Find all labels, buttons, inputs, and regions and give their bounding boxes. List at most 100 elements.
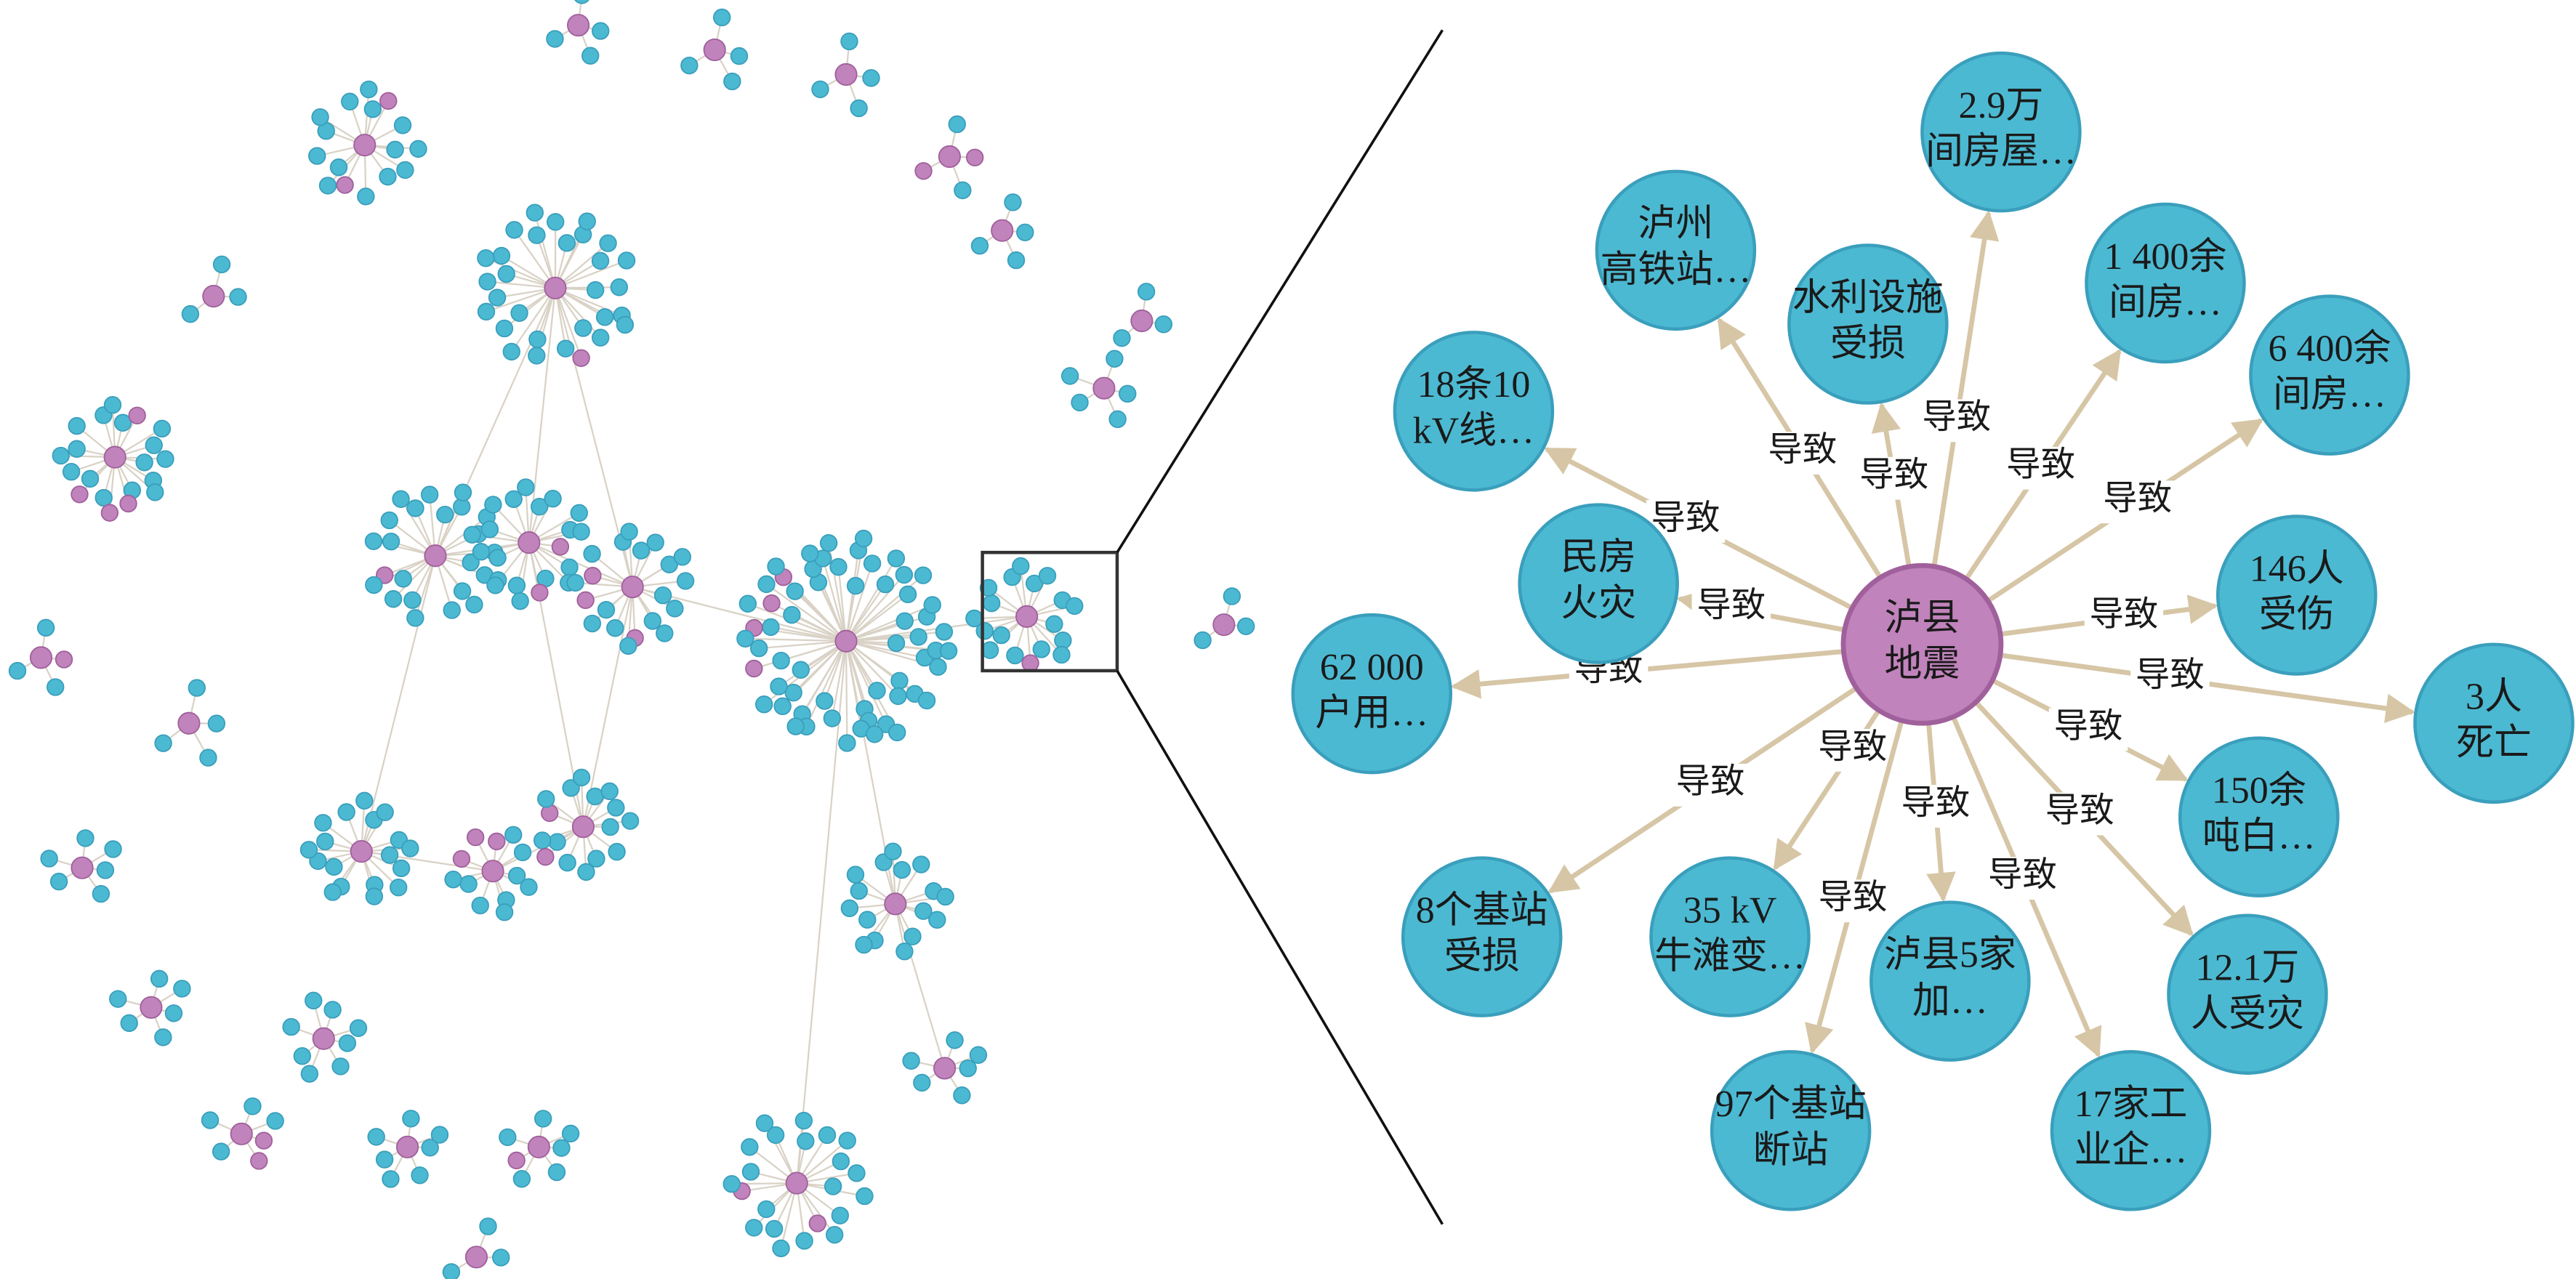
- overview-node: [597, 600, 616, 619]
- overview-node: [120, 1014, 138, 1033]
- overview-edge: [822, 558, 848, 642]
- overview-edge: [765, 583, 847, 642]
- overview-edge: [845, 574, 905, 642]
- node-label: 3人死亡: [2456, 677, 2532, 764]
- overview-node: [466, 828, 485, 847]
- node-label-line: 受伤: [2259, 594, 2335, 636]
- overview-node: [76, 829, 94, 847]
- overview-node: [895, 942, 914, 961]
- overview-node: [601, 818, 619, 836]
- overview-node: [895, 612, 914, 630]
- overview-node: [364, 532, 383, 550]
- overview-node: [392, 859, 411, 878]
- edge-label: 导致: [1901, 784, 1970, 822]
- overview-node: [572, 768, 591, 787]
- overview-node: [646, 533, 664, 552]
- overview-node: [409, 140, 427, 158]
- overview-node: [819, 534, 838, 552]
- overview-node: [929, 658, 947, 676]
- overview-node: [854, 529, 873, 548]
- center-label: 泸县地震: [1884, 597, 1960, 685]
- overview-node: [103, 396, 122, 414]
- overview-node: [606, 619, 624, 637]
- overview-node: [329, 158, 348, 177]
- node-label-line: 间房…: [2109, 282, 2222, 323]
- center-label-line: 泸县: [1884, 597, 1960, 639]
- edge-label-bg: [1854, 456, 1934, 500]
- overview-hub: [29, 646, 53, 669]
- overview-node: [360, 80, 378, 99]
- overview-node: [436, 505, 454, 524]
- overview-node: [396, 161, 414, 179]
- overview-edge: [555, 242, 609, 289]
- overview-hub: [566, 14, 590, 37]
- overview-node: [526, 203, 544, 222]
- overview-node: [305, 991, 323, 1010]
- overview-edge: [831, 641, 848, 719]
- overview-hub: [1092, 376, 1116, 400]
- overview-node: [1236, 617, 1255, 635]
- overview-node: [595, 308, 614, 326]
- overview-node: [325, 858, 343, 876]
- edge-label-bg: [1813, 879, 1893, 923]
- overview-node: [954, 181, 972, 200]
- zoom-box: [981, 550, 1119, 673]
- overview-node: [367, 1128, 385, 1146]
- overview-node: [472, 543, 491, 561]
- overview-node: [680, 56, 699, 75]
- overview-node: [146, 483, 164, 501]
- overview-node: [713, 8, 731, 27]
- edge-label-bg: [1917, 399, 1997, 443]
- overview-node: [465, 595, 483, 614]
- overview-hub: [71, 856, 94, 879]
- overview-node: [444, 870, 462, 889]
- overview-node: [229, 288, 247, 306]
- overview-node: [357, 187, 375, 206]
- overview-node: [380, 846, 399, 864]
- overview-node: [135, 453, 153, 472]
- overview-node: [619, 637, 637, 655]
- overview-node: [741, 1138, 759, 1156]
- overview-node: [794, 1111, 813, 1130]
- node-label-line: 间房…: [2273, 374, 2386, 416]
- overview-node: [1106, 350, 1124, 368]
- overview-node: [512, 1170, 531, 1188]
- overview-node: [1071, 393, 1089, 412]
- overview-node: [762, 618, 780, 637]
- overview-node: [100, 504, 119, 522]
- overview-node: [558, 234, 576, 252]
- overview-node: [1016, 223, 1034, 242]
- overview-node: [676, 572, 695, 590]
- overview-node: [477, 249, 495, 267]
- overview-node: [145, 436, 163, 454]
- overview-node: [850, 99, 868, 118]
- overview-node: [453, 582, 472, 600]
- edge-label: 导致: [1768, 431, 1837, 469]
- overview-node: [823, 709, 842, 727]
- overview-node: [544, 490, 562, 508]
- overview-node: [484, 496, 502, 514]
- node-label: 12.1万人受灾: [2191, 947, 2304, 1034]
- overview-node: [898, 585, 917, 604]
- overview-node: [299, 841, 318, 859]
- overview-node: [401, 839, 419, 858]
- overview-hub: [544, 276, 567, 299]
- overview-node: [829, 557, 848, 576]
- overview-hub: [991, 219, 1014, 242]
- overview-node: [406, 609, 424, 627]
- overview-node: [767, 557, 785, 576]
- overview-node: [574, 319, 592, 337]
- overview-node: [981, 641, 999, 659]
- overview-node: [537, 790, 555, 808]
- overview-node: [480, 520, 499, 538]
- overview-node: [548, 833, 566, 851]
- overview-node: [975, 622, 994, 640]
- node: [1710, 1050, 1872, 1211]
- overview-node: [773, 697, 792, 716]
- overview-node: [164, 1004, 183, 1022]
- overview-node: [730, 47, 749, 65]
- overview-node: [536, 847, 555, 866]
- overview-node: [923, 596, 941, 614]
- overview-node: [150, 969, 169, 988]
- overview-edge: [510, 287, 556, 352]
